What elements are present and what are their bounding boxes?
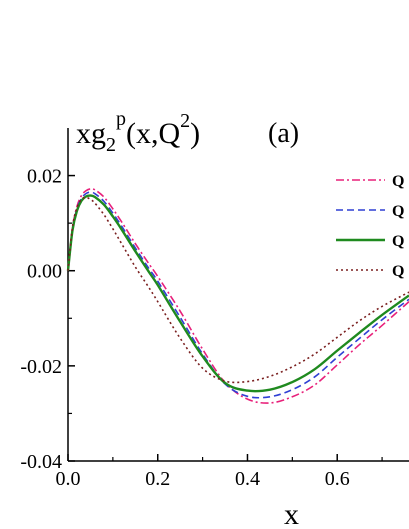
series-layer [66, 187, 409, 404]
y-axis-title: xg2p(x,Q2) [76, 108, 200, 156]
x-tick-label: 0.0 [56, 468, 81, 490]
series-line-3 [66, 194, 409, 393]
series-line-4 [67, 196, 409, 384]
legend-label-4: Q [392, 263, 404, 280]
y-tick-label: -0.02 [20, 356, 62, 378]
x-tick-label: 0.2 [145, 468, 170, 490]
legend-label-3: Q [392, 233, 404, 250]
x-tick-label: 0.4 [235, 468, 260, 490]
x-axis-title: x [284, 498, 299, 529]
y-tick-label: 0.00 [27, 261, 62, 283]
series-line-1 [67, 187, 409, 404]
y-tick-label: 0.02 [27, 166, 62, 188]
legend-label-1: Q [392, 173, 404, 190]
x-tick-label: 0.6 [325, 468, 350, 490]
axes: 0.0 0.2 0.4 0.6 0.02 0.00 -0.02 -0.04 [20, 128, 409, 490]
legend-label-2: Q [392, 203, 404, 220]
y-tick-label: -0.04 [20, 451, 62, 473]
series-line-2 [67, 191, 409, 399]
panel-label: (a) [268, 118, 299, 149]
